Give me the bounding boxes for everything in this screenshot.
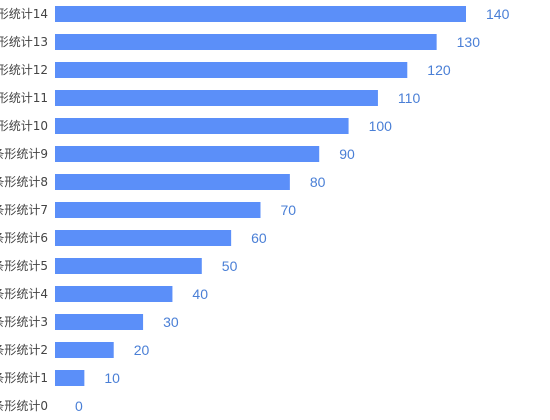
value-label: 40 <box>192 286 208 302</box>
category-label: 条形统计8 <box>0 175 48 189</box>
bar <box>55 90 378 106</box>
value-label: 80 <box>310 174 326 190</box>
category-label: 条形统计2 <box>0 343 48 357</box>
category-label: 条形统计13 <box>0 35 48 49</box>
value-label: 20 <box>134 342 150 358</box>
value-label: 60 <box>251 230 267 246</box>
bar <box>55 6 466 22</box>
bar <box>55 342 114 358</box>
bar <box>55 230 232 246</box>
bar <box>55 202 261 218</box>
bar <box>55 34 437 50</box>
bar <box>55 314 144 330</box>
bar <box>55 62 408 78</box>
value-label: 0 <box>75 398 83 414</box>
category-label: 条形统计1 <box>0 371 48 385</box>
bar <box>55 146 320 162</box>
category-label: 条形统计9 <box>0 147 48 161</box>
value-label: 130 <box>457 34 481 50</box>
category-label: 条形统计10 <box>0 119 48 133</box>
value-label: 120 <box>427 62 451 78</box>
category-label: 条形统计5 <box>0 259 48 273</box>
value-label: 70 <box>281 202 297 218</box>
category-label: 条形统计12 <box>0 63 48 77</box>
value-label: 10 <box>104 370 120 386</box>
value-label: 90 <box>339 146 355 162</box>
category-label: 条形统计14 <box>0 7 48 21</box>
value-label: 110 <box>398 90 421 106</box>
bar <box>55 118 349 134</box>
value-label: 30 <box>163 314 179 330</box>
bar <box>55 370 85 386</box>
category-label: 条形统计0 <box>0 399 48 413</box>
bar <box>55 286 173 302</box>
value-label: 140 <box>486 6 510 22</box>
value-label: 100 <box>369 118 393 134</box>
category-label: 条形统计11 <box>0 91 48 105</box>
value-label: 50 <box>222 258 238 274</box>
bars <box>55 6 466 386</box>
category-labels: 条形统计14 条形统计13 条形统计12 条形统计11 条形统计10 条形统计9 条形统计8… <box>0 7 48 413</box>
bar <box>55 174 290 190</box>
bar <box>55 258 202 274</box>
category-label: 条形统计3 <box>0 315 48 329</box>
category-label: 条形统计6 <box>0 231 48 245</box>
category-label: 条形统计7 <box>0 203 48 217</box>
category-label: 条形统计4 <box>0 287 48 301</box>
